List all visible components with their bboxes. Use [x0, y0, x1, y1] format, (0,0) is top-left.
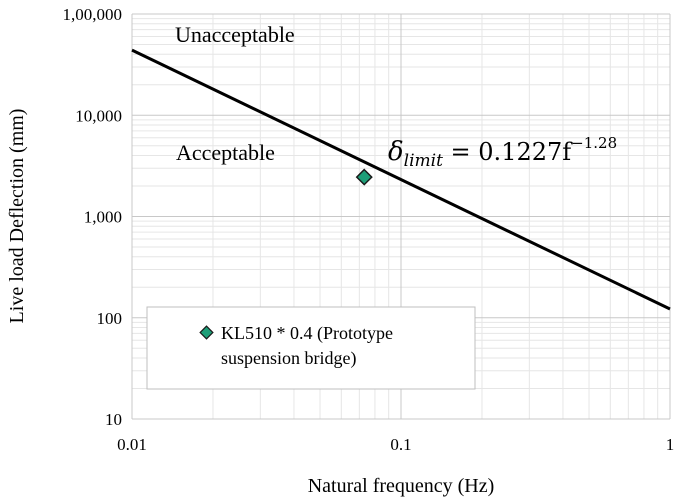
- x-tick-labels: 0.01 0.1 1: [117, 435, 674, 454]
- equation-delta: δ: [388, 137, 404, 167]
- acceptable-label: Acceptable: [176, 140, 275, 165]
- legend-box: [146, 306, 476, 390]
- limit-equation: δlimit = 0.1227f−1.28: [388, 134, 617, 171]
- equation-exponent: −1.28: [571, 134, 617, 152]
- y-tick-label: 10: [105, 410, 122, 429]
- equation-rhs: = 0.1227f: [443, 138, 573, 166]
- unacceptable-label: Unacceptable: [175, 22, 295, 47]
- y-axis-title: Live load Deflection (mm): [6, 109, 28, 324]
- x-tick-label: 0.1: [390, 435, 411, 454]
- equation-subscript: limit: [404, 151, 443, 171]
- y-tick-label: 100: [97, 309, 123, 328]
- legend-label-line1: KL510 * 0.4 (Prototype: [221, 323, 393, 344]
- y-tick-labels: 10 100 1,000 10,000 1,00,000: [63, 5, 123, 429]
- legend-marker: [199, 325, 214, 340]
- deflection-limit-line: [131, 48, 671, 311]
- x-tick-label: 0.01: [117, 435, 147, 454]
- x-axis-title: Natural frequency (Hz): [308, 475, 495, 497]
- x-tick-label: 1: [666, 435, 675, 454]
- legend-label-line2: suspension bridge): [221, 348, 356, 369]
- data-points: [355, 168, 373, 186]
- y-tick-label: 10,000: [75, 106, 122, 125]
- data-point-diamond: [355, 168, 373, 186]
- y-tick-label: 1,000: [84, 208, 122, 227]
- y-tick-label: 1,00,000: [63, 5, 123, 24]
